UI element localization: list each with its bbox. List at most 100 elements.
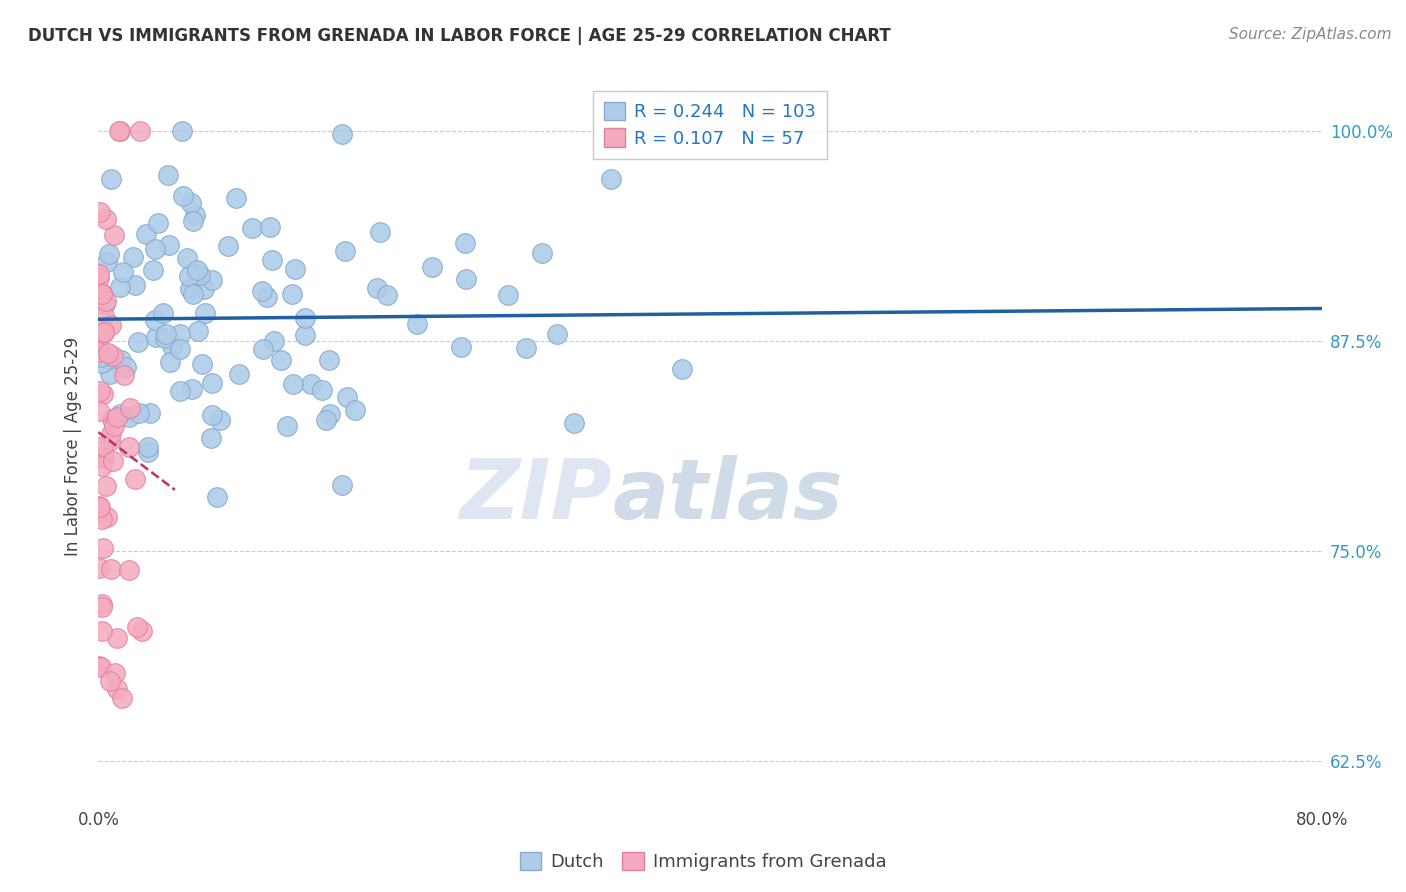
Point [103,419,125,434]
Point [375,288,398,302]
Point [139,406,162,420]
Point [240,221,263,235]
Point [98,246,121,260]
Point [89,500,111,514]
Point [94,479,117,493]
Point [89,404,111,418]
Point [190,357,212,371]
Point [105,410,128,425]
Point [186,268,208,282]
Point [105,631,128,645]
Point [94,297,117,311]
Point [330,478,353,492]
Point [250,284,273,298]
Point [90,660,112,674]
Point [90,599,112,614]
Point [187,324,209,338]
Point [111,690,134,705]
Point [131,624,153,639]
Point [262,253,284,268]
Point [366,281,388,295]
Point [333,244,356,258]
Point [124,278,146,293]
Point [135,227,157,241]
Point [148,216,170,230]
Point [143,313,166,327]
Point [531,246,554,260]
Point [89,267,111,281]
Point [89,331,111,345]
Point [100,318,122,333]
Point [120,401,142,416]
Point [91,624,114,638]
Point [276,419,298,434]
Point [299,377,322,392]
Point [194,305,217,319]
Point [93,309,115,323]
Point [111,265,134,279]
Point [336,390,359,404]
Point [89,500,111,514]
Point [89,450,111,464]
Point [160,339,183,353]
Point [200,376,222,390]
Point [90,511,112,525]
Point [318,352,340,367]
Point [103,228,125,243]
Point [183,213,205,227]
Point [115,359,138,374]
Point [179,282,201,296]
Point [93,326,115,340]
Point [193,282,215,296]
Point [252,342,274,356]
Point [98,674,121,689]
Point [228,367,250,381]
Point [169,384,191,398]
Point [110,352,132,367]
Point [184,208,207,222]
Point [368,225,391,239]
Point [454,235,477,250]
Point [101,412,124,426]
Point [94,212,117,227]
Point [98,367,121,381]
Point [91,387,114,401]
Point [172,124,194,138]
Point [108,124,131,138]
Point [186,262,208,277]
Point [450,340,472,354]
Point [172,188,194,202]
Point [118,440,141,454]
Point [108,407,131,421]
Point [315,413,337,427]
Point [153,330,176,344]
Point [217,239,239,253]
Point [91,541,114,556]
Point [98,434,121,449]
Point [90,597,112,611]
Point [208,412,231,426]
Point [136,444,159,458]
Point [284,261,307,276]
Point [201,273,224,287]
Point [118,563,141,577]
Point [176,252,198,266]
Text: Source: ZipAtlas.com: Source: ZipAtlas.com [1229,27,1392,42]
Point [100,426,122,441]
Point [105,682,128,697]
Point [89,270,111,285]
Point [169,326,191,341]
Point [125,620,148,634]
Point [294,310,316,325]
Point [562,417,585,431]
Point [294,328,316,343]
Point [188,268,211,283]
Point [91,287,114,301]
Point [420,260,443,274]
Point [343,403,366,417]
Point [90,350,112,364]
Point [169,342,191,356]
Point [181,287,204,301]
Text: ZIP: ZIP [460,456,612,536]
Point [225,191,247,205]
